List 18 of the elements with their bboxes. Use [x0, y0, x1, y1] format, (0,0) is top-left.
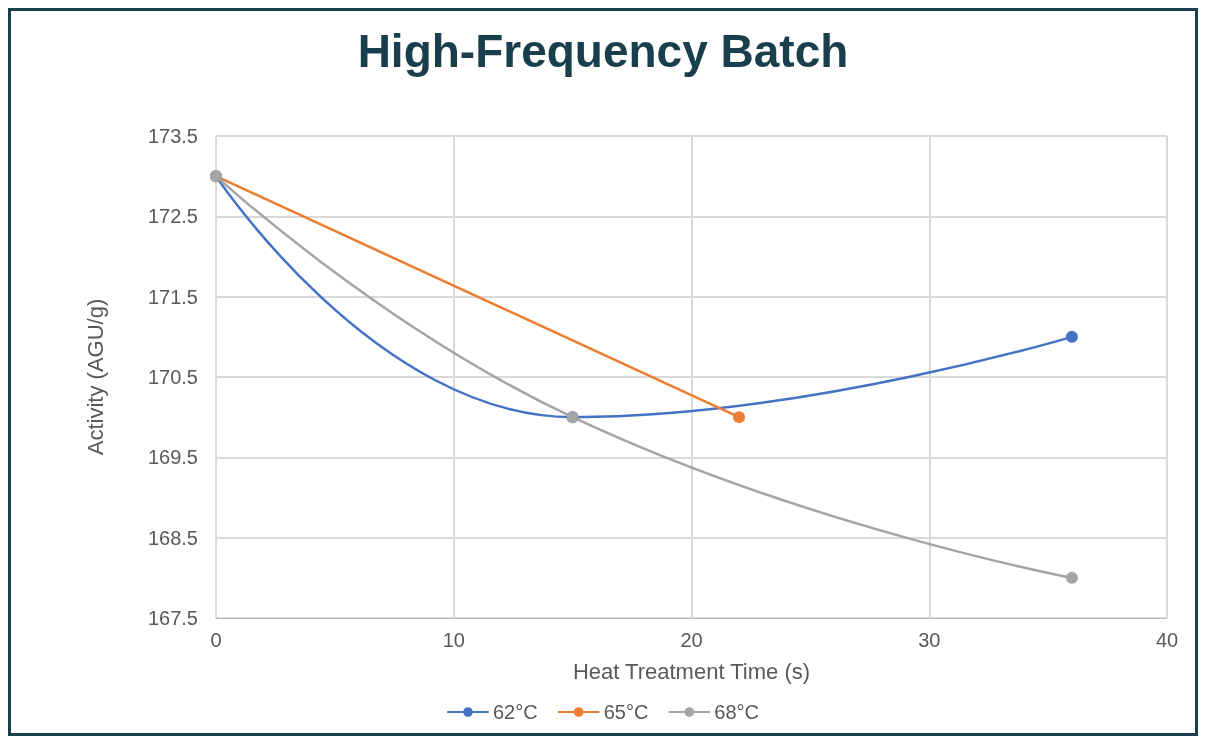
x-tick-label: 30 — [918, 629, 941, 651]
y-tick-label: 168.5 — [147, 526, 198, 549]
y-tick-label: 171.5 — [147, 285, 198, 308]
y-tick-label: 169.5 — [147, 446, 198, 469]
y-tick-label: 173.5 — [147, 125, 198, 147]
x-tick-label: 10 — [442, 629, 465, 651]
legend-label: 68°C — [714, 701, 760, 723]
x-axis-title: Heat Treatment Time (s) — [572, 658, 811, 684]
y-tick-label: 167.5 — [147, 607, 198, 629]
x-tick-label: 0 — [210, 629, 222, 651]
chart-title: High-Frequency Batch — [357, 25, 849, 77]
y-axis-title: Activity (AGU/g) — [82, 298, 108, 456]
x-tick-label: 40 — [1155, 629, 1179, 651]
y-tick-label: 170.5 — [147, 366, 198, 388]
legend-label: 65°C — [603, 701, 649, 723]
y-tick-label: 172.5 — [147, 205, 198, 228]
x-tick-label: 20 — [680, 629, 703, 651]
legend-label: 62°C — [492, 701, 538, 723]
